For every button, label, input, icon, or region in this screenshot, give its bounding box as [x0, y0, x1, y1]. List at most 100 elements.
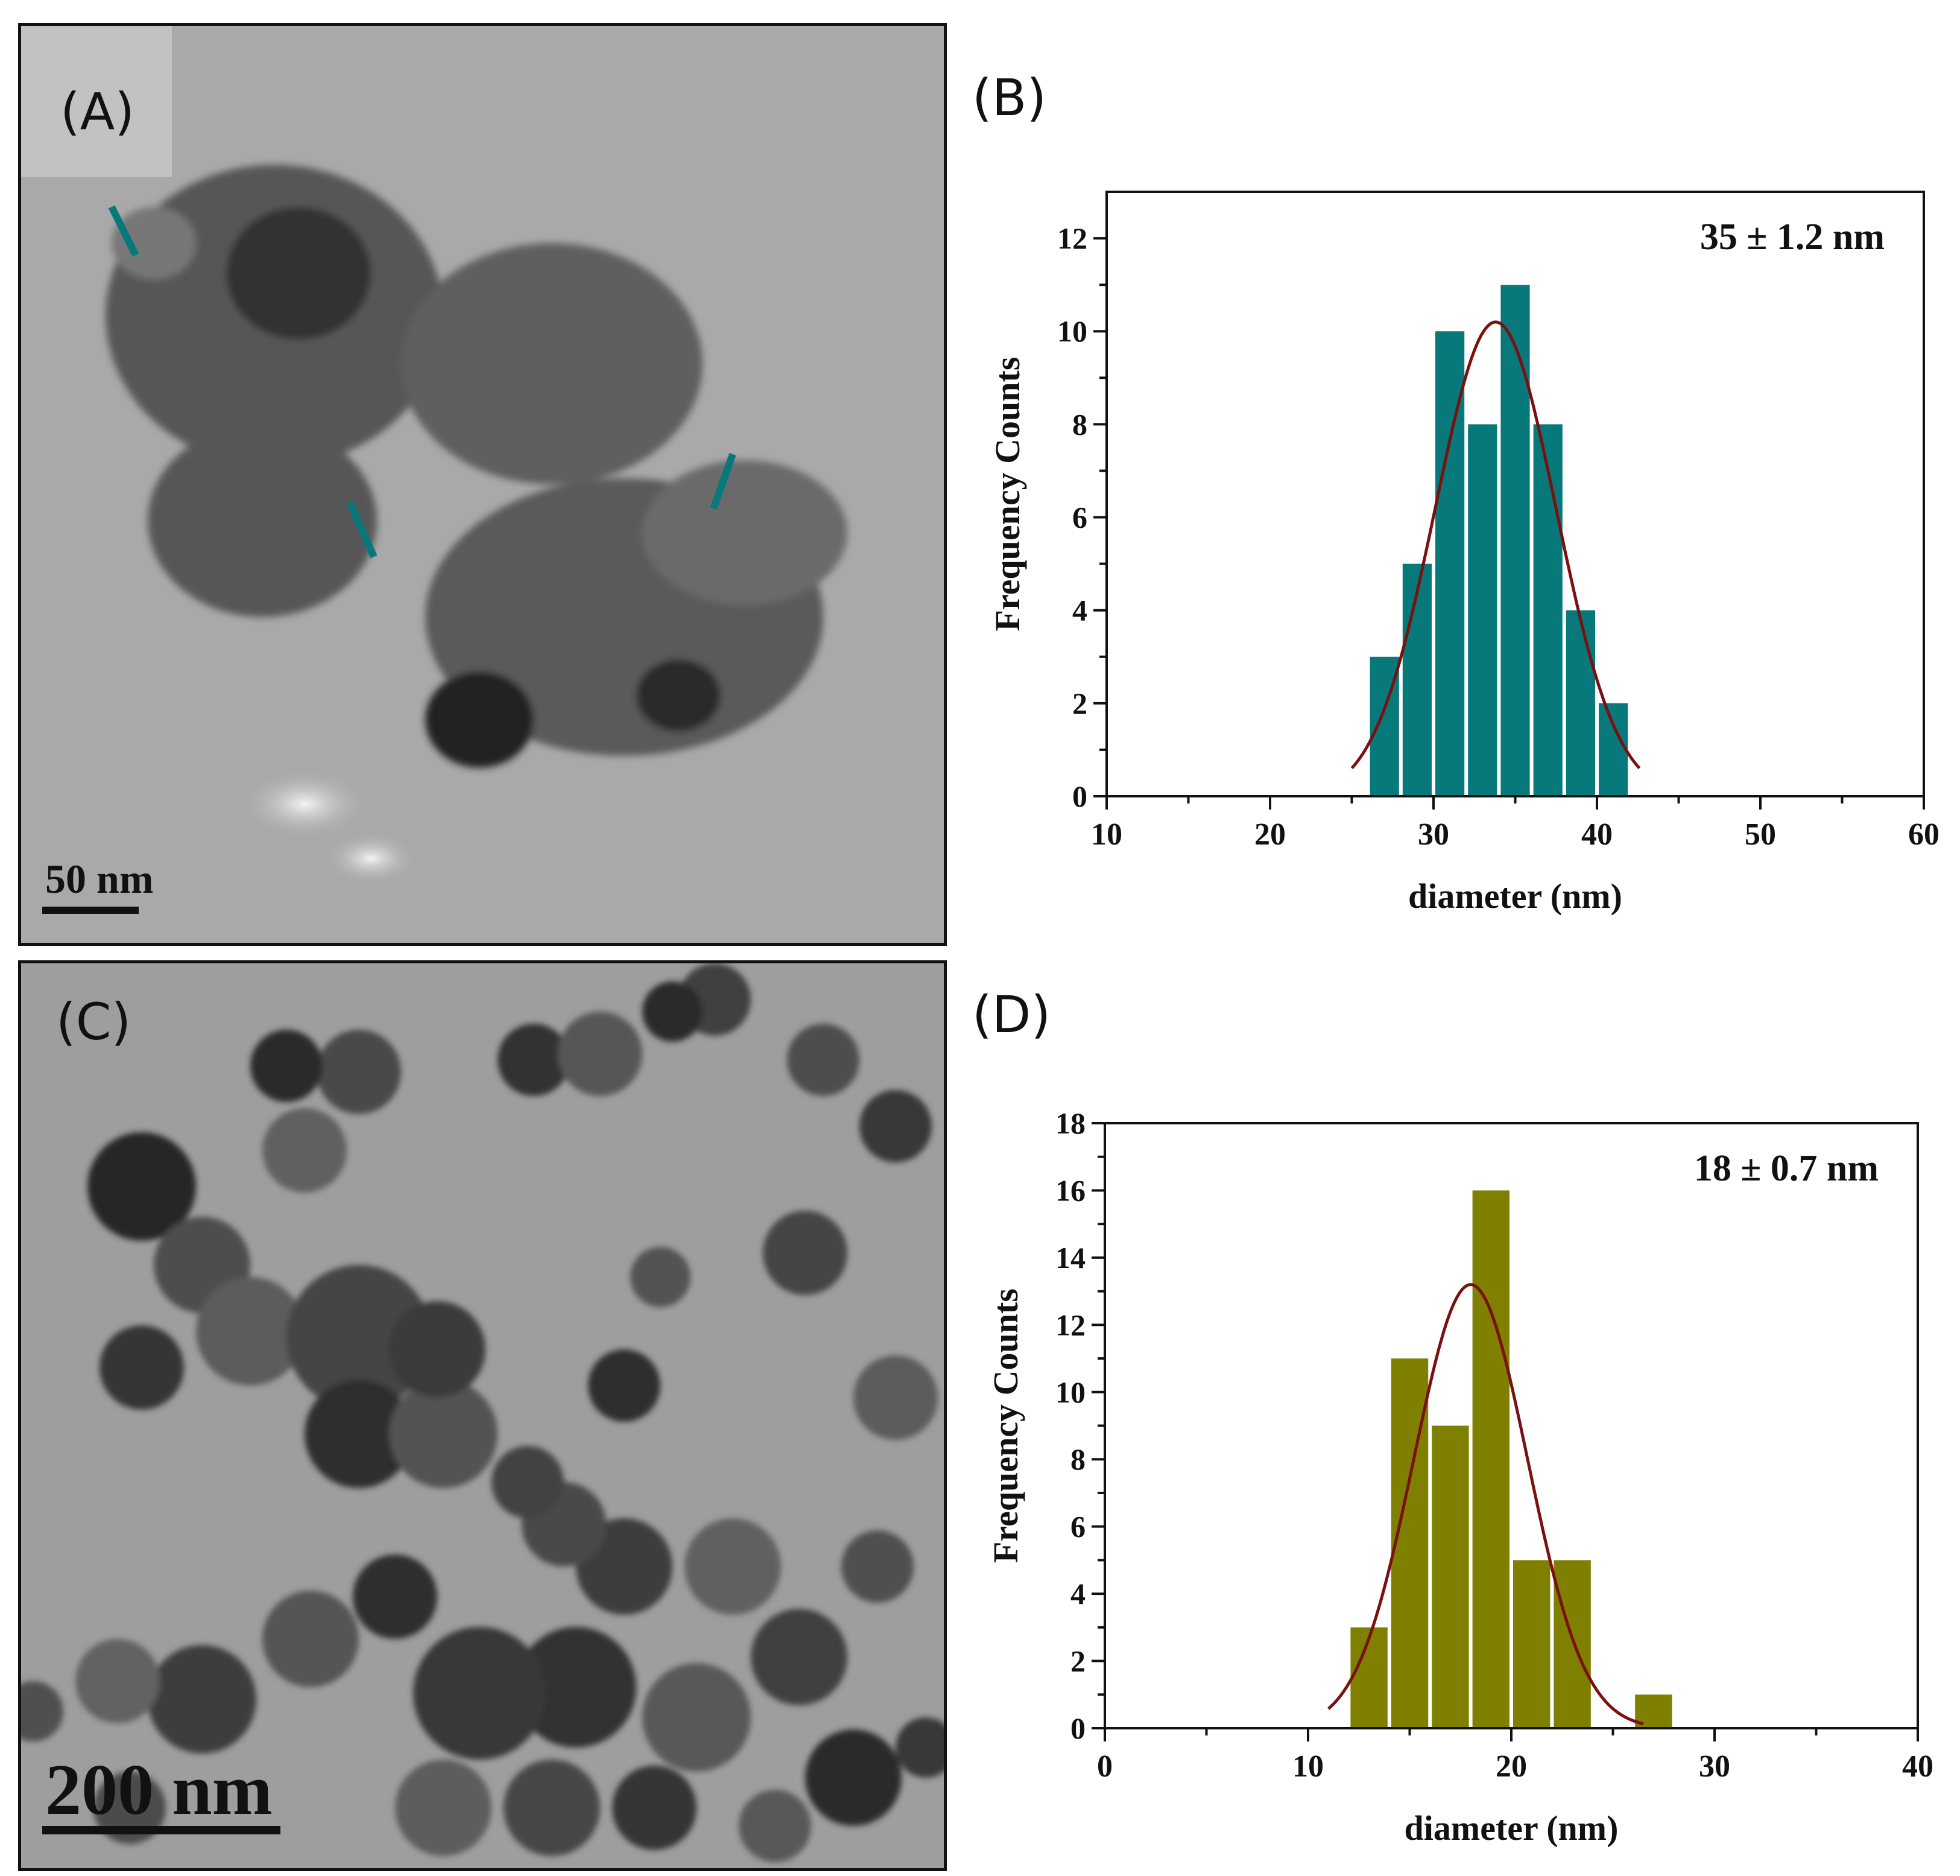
particle [504, 1760, 600, 1856]
particle-field [21, 963, 944, 1862]
particle [21, 1681, 63, 1741]
y-tick-label: 18 [1055, 1106, 1086, 1140]
mean-size-annotation: 35 ± 1.2 nm [1700, 217, 1885, 258]
histogram-bar [1533, 424, 1563, 796]
x-tick-label: 10 [1292, 1749, 1324, 1784]
x-tick-label: 10 [1091, 817, 1122, 852]
y-tick-label: 2 [1070, 1644, 1086, 1678]
y-tick-label: 6 [1070, 1510, 1086, 1544]
particle [739, 1790, 811, 1862]
size-marker-lines [108, 205, 736, 559]
y-tick-label: 10 [1055, 1375, 1086, 1409]
x-tick-label: 50 [1745, 817, 1776, 852]
particle [317, 1030, 401, 1114]
x-tick-label: 0 [1097, 1749, 1113, 1784]
particle [353, 1554, 437, 1639]
histogram-bar [1599, 703, 1628, 796]
x-tick-label: 30 [1699, 1749, 1730, 1784]
tem-image-a-drawing [21, 26, 847, 914]
mean-size-annotation: 18 ± 0.7 nm [1694, 1148, 1879, 1189]
label-box [21, 26, 172, 177]
y-tick-label: 12 [1057, 221, 1087, 255]
tem-image-c-drawing [21, 963, 944, 1862]
particle [498, 1024, 570, 1096]
particle [630, 1247, 691, 1307]
particle [389, 1301, 485, 1398]
y-tick-label: 4 [1072, 594, 1087, 627]
y-tick-label: 2 [1072, 686, 1087, 720]
histogram-bar [1432, 1425, 1469, 1728]
particle [642, 981, 703, 1042]
particle [395, 1760, 492, 1856]
particle [87, 1132, 196, 1241]
y-axis-label: Frequency Counts [988, 357, 1027, 632]
particle [75, 1639, 160, 1723]
particle [196, 1277, 305, 1386]
scale-bar-a [42, 907, 139, 914]
y-tick-label: 4 [1070, 1577, 1086, 1611]
particle [787, 1024, 859, 1096]
x-tick-label: 40 [1581, 817, 1613, 852]
particle [684, 1518, 781, 1615]
y-tick-label: 8 [1070, 1442, 1086, 1476]
particle [413, 1627, 546, 1760]
scale-bar-c [42, 1826, 280, 1834]
x-tick-label: 40 [1902, 1749, 1933, 1784]
particle [262, 1591, 359, 1687]
y-tick-label: 6 [1072, 501, 1087, 534]
particle [389, 1380, 498, 1488]
particle [286, 1265, 431, 1410]
y-tick-label: 16 [1055, 1173, 1086, 1207]
histogram-bar [1513, 1560, 1551, 1728]
tem-image-a: (A) 50 nm [18, 23, 947, 946]
x-axis-label: diameter (nm) [1408, 876, 1622, 916]
y-tick-label: 0 [1072, 779, 1087, 813]
histogram-bar [1566, 610, 1595, 796]
panel-label-d: (D) [972, 985, 1051, 1044]
y-tick-label: 8 [1072, 407, 1087, 441]
particle [250, 1030, 323, 1102]
particle [516, 1627, 636, 1748]
particle [763, 1211, 847, 1295]
panel-label-c: (C) [56, 992, 131, 1051]
particle [853, 1355, 938, 1440]
y-tick-label: 0 [1070, 1711, 1086, 1745]
x-tick-label: 60 [1908, 817, 1939, 852]
y-tick-label: 10 [1057, 314, 1087, 348]
x-tick-label: 20 [1254, 817, 1286, 852]
particle [558, 1012, 642, 1096]
particle [805, 1729, 902, 1826]
scale-bar-label-c: 200 nm [45, 1749, 273, 1830]
panel-label-a: (A) [60, 82, 135, 141]
y-axis-label: Frequency Counts [986, 1288, 1025, 1563]
histogram-bar [1472, 1190, 1510, 1728]
particle [148, 1645, 256, 1754]
tem-image-c: (C) 200 nm [18, 960, 947, 1871]
histogram-chart-b: 10 20 30 40 50 60 0 2 4 6 8 10 12 diameter (nm) Freque… [988, 191, 1939, 916]
x-tick-label: 20 [1496, 1749, 1527, 1784]
particle [100, 1325, 184, 1410]
particle [262, 1108, 347, 1193]
gaussian-fit-curve [1350, 320, 1641, 770]
particle-cluster [106, 165, 847, 768]
particle [612, 1766, 697, 1850]
particle [841, 1530, 914, 1603]
particle [492, 1446, 564, 1518]
x-axis-label: diameter (nm) [1405, 1808, 1619, 1848]
histogram-bar [1350, 1627, 1388, 1728]
particle [588, 1349, 660, 1422]
particle [305, 1380, 413, 1488]
histogram-bar [1402, 563, 1432, 796]
x-tick-label: 30 [1418, 817, 1449, 852]
plot-frame [1104, 1122, 1919, 1729]
histogram-bar [1554, 1560, 1591, 1728]
histogram-bar [1435, 331, 1465, 796]
particle [859, 1090, 932, 1162]
particle [642, 1663, 751, 1772]
y-tick-label: 12 [1055, 1308, 1086, 1342]
gaussian-fit-curve [1327, 1282, 1644, 1726]
scale-bar-label-a: 50 nm [45, 856, 154, 902]
particle [751, 1609, 847, 1705]
y-tick-label: 14 [1055, 1241, 1086, 1275]
